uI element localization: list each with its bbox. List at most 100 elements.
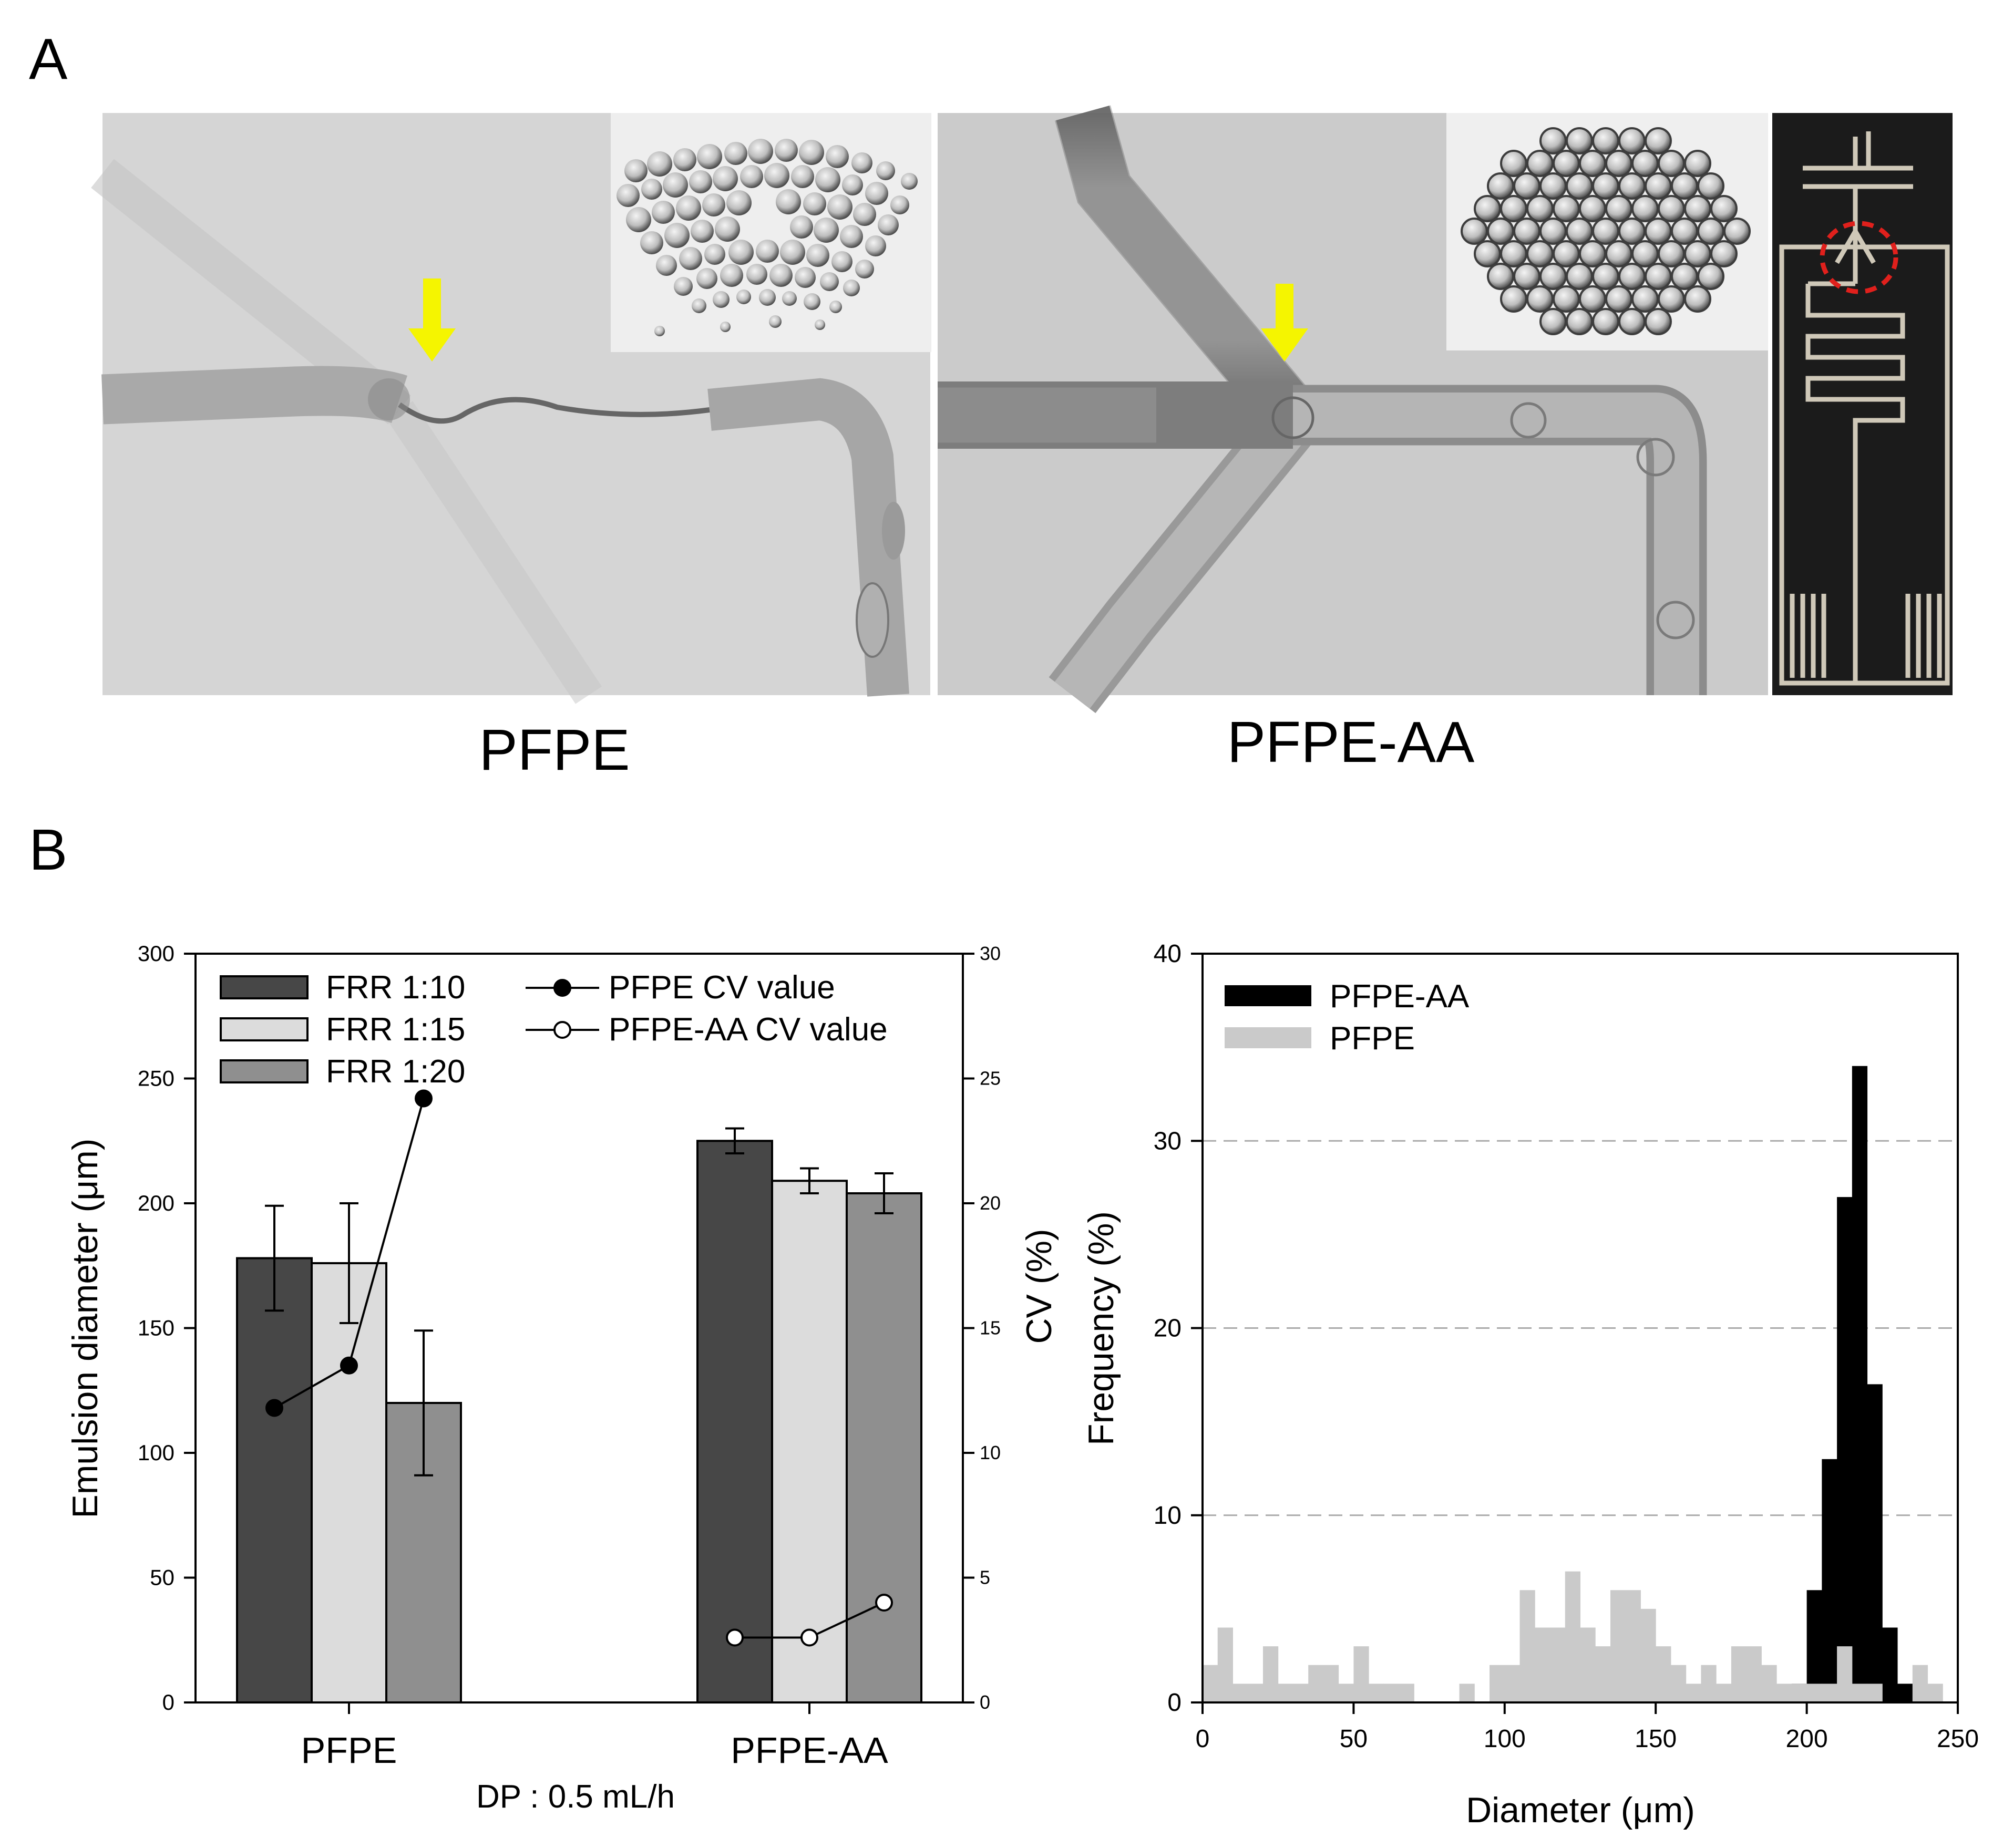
- droplet: [1645, 127, 1672, 154]
- pfpe-aa-droplet-cluster: [1461, 127, 1751, 335]
- cv-point: [265, 1399, 283, 1417]
- histogram-bar: [1338, 1684, 1354, 1702]
- histogram-bar: [1852, 1684, 1868, 1702]
- legend-swatch: [220, 1017, 309, 1041]
- chip-junction-marker: [1820, 221, 1898, 294]
- chip-photo: [1772, 113, 1953, 695]
- histogram-bar: [1656, 1646, 1671, 1702]
- droplet: [1710, 195, 1738, 222]
- bar-chart-error-bars: [265, 1127, 893, 1477]
- histogram-bar: [1897, 1684, 1913, 1702]
- histogram-bar: [1248, 1684, 1264, 1702]
- bar-chart-ylabel: Emulsion diameter (μm): [65, 1138, 105, 1518]
- droplet: [1671, 263, 1698, 290]
- bar-chart-axes: 0 50 100 150 200 250 300 0 5 10 15 20 25 30 PFPE PFPE-A…: [138, 941, 1001, 1771]
- histogram-bar: [1580, 1627, 1596, 1702]
- droplet: [1645, 263, 1672, 290]
- droplet: [1553, 240, 1580, 267]
- droplet: [1618, 308, 1646, 335]
- bar-chart-xlabel: DP : 0.5 mL/h: [476, 1779, 675, 1815]
- histogram-bar: [1670, 1665, 1687, 1702]
- bar-chart-cv-lines: [265, 1089, 893, 1647]
- histogram-bar: [1293, 1684, 1309, 1702]
- droplet: [1631, 285, 1659, 313]
- droplet: [1658, 195, 1685, 222]
- x-tick-label: 0: [1196, 1725, 1210, 1753]
- droplet: [1553, 150, 1580, 177]
- histogram-bar: [1353, 1646, 1369, 1702]
- droplet: [1671, 172, 1698, 200]
- micrograph-pfpe-aa: [938, 105, 1768, 714]
- droplet: [1592, 172, 1619, 200]
- droplet: [1592, 218, 1619, 245]
- legend-swatch: [220, 1059, 309, 1083]
- pfpe-micrograph-caption: PFPE: [479, 718, 630, 782]
- droplet: [1566, 172, 1593, 200]
- droplet: [1658, 150, 1685, 177]
- right-y-tick-label: 20: [980, 1192, 1001, 1214]
- pfpe-droplet-cluster: [617, 139, 918, 336]
- droplet: [1539, 308, 1567, 335]
- droplet: [1645, 172, 1672, 200]
- right-y-tick-label: 5: [980, 1567, 990, 1588]
- droplet: [1684, 240, 1711, 267]
- right-y-tick-label: 10: [980, 1442, 1001, 1463]
- x-tick-label: PFPE-AA: [731, 1730, 888, 1771]
- legend-swatch: [1225, 985, 1311, 1006]
- histogram-bar: [1716, 1684, 1732, 1702]
- droplet: [1539, 127, 1567, 154]
- histogram-bar: [1504, 1665, 1521, 1702]
- legend-swatch: [1225, 1027, 1311, 1048]
- droplet: [1579, 240, 1606, 267]
- histogram-ylabel: Frequency (%): [1081, 1211, 1121, 1446]
- histogram-bar: [1535, 1627, 1550, 1702]
- bar: [696, 1140, 773, 1704]
- bar-chart-legend: FRR 1:10 FRR 1:15 FRR 1:20 PFPE CV value PFP…: [220, 969, 888, 1090]
- histogram-bar: [1217, 1627, 1233, 1702]
- y-tick-label: 250: [138, 1066, 174, 1091]
- droplet: [1474, 240, 1501, 267]
- legend-label: FRR 1:20: [326, 1054, 465, 1090]
- x-tick-label: 100: [1484, 1725, 1526, 1753]
- y-tick-label: 100: [138, 1440, 174, 1465]
- legend-label: FRR 1:15: [326, 1011, 465, 1048]
- droplet: [1697, 263, 1724, 290]
- histogram-bar: [1837, 1646, 1853, 1702]
- x-tick-label: PFPE: [301, 1730, 397, 1771]
- droplet: [1487, 172, 1514, 200]
- x-tick-label: 250: [1937, 1725, 1979, 1753]
- droplet: [1539, 172, 1567, 200]
- histogram-bar: [1837, 1197, 1853, 1702]
- droplet: [1592, 127, 1619, 154]
- histogram-bar: [1625, 1590, 1641, 1702]
- droplet: [1618, 127, 1646, 154]
- droplet: [1487, 218, 1514, 245]
- droplet: [1461, 218, 1488, 245]
- droplet: [1553, 195, 1580, 222]
- cv-point: [340, 1356, 358, 1375]
- droplet: [1474, 195, 1501, 222]
- droplet: [1513, 218, 1540, 245]
- histogram-bar: [1806, 1684, 1822, 1702]
- y-tick-label: 300: [138, 941, 174, 966]
- droplet: [1618, 218, 1646, 245]
- droplet: [1684, 195, 1711, 222]
- histogram-bar: [1776, 1684, 1792, 1702]
- y-tick-label: 150: [138, 1316, 174, 1340]
- droplet: [1605, 240, 1632, 267]
- droplet: [1526, 285, 1554, 313]
- histogram-bar: [1323, 1665, 1339, 1702]
- droplet: [1684, 150, 1711, 177]
- droplet: [1579, 285, 1606, 313]
- legend-label: PFPE CV value: [609, 969, 835, 1006]
- histogram-bar: [1761, 1665, 1777, 1702]
- x-tick-label: 200: [1786, 1725, 1828, 1753]
- droplet: [1513, 172, 1540, 200]
- legend-label: PFPE-AA: [1330, 978, 1470, 1015]
- cv-point: [415, 1089, 433, 1108]
- histogram-bar: [1852, 1066, 1868, 1702]
- histogram-bar: [1822, 1684, 1837, 1702]
- histogram-bar: [1308, 1665, 1324, 1702]
